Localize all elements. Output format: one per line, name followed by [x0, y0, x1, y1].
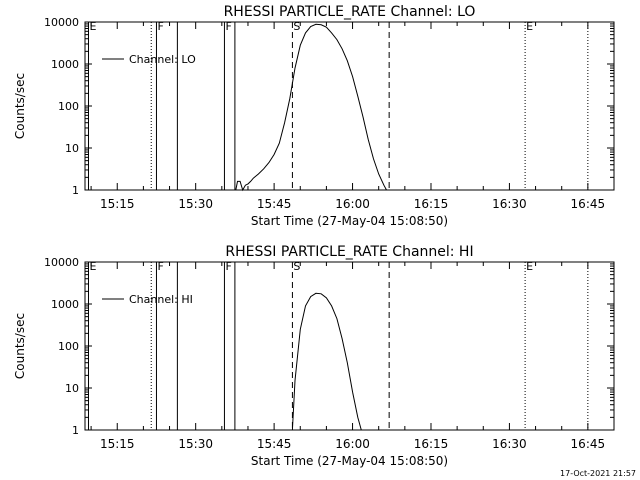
plot2-flag-label: S: [293, 260, 300, 273]
plot1-flag-label: E: [526, 20, 533, 33]
plot2-xtick-label: 15:45: [257, 437, 292, 451]
plot1-xtick-label: 15:30: [178, 197, 213, 211]
plot1-ytick-label: 10000: [44, 16, 79, 29]
plot2-flag-label: F: [157, 260, 163, 273]
plot2-legend-label: Channel: HI: [129, 293, 193, 306]
plot1-series-line: [235, 23, 387, 192]
plot1-flag-label: E: [89, 20, 96, 33]
plot1-ytick-label: 1000: [51, 58, 79, 71]
plot1-title: RHESSI PARTICLE_RATE Channel: LO: [224, 4, 476, 20]
plot1-ytick-label: 1: [72, 184, 79, 197]
plot1-xtick-label: 15:15: [100, 197, 135, 211]
plot2-x-axis-label: Start Time (27-May-04 15:08:50): [251, 454, 448, 468]
plot2-ytick-label: 10000: [44, 256, 79, 269]
plot1-ytick-label: 10: [65, 142, 79, 155]
plot2-ytick-label: 10: [65, 382, 79, 395]
plot1-frame: [84, 21, 615, 191]
plot2-xtick-label: 15:30: [178, 437, 213, 451]
plot1-xtick-label: 16:45: [571, 197, 606, 211]
plot1-legend-label: Channel: LO: [129, 53, 196, 66]
plot2-y-axis-label: Counts/sec: [13, 313, 27, 379]
plot1-flag-label: S: [293, 20, 300, 33]
plot2-frame: [84, 261, 615, 431]
plot2-xtick-label: 15:15: [100, 437, 135, 451]
plot2-flag-label: F: [225, 260, 231, 273]
footer-timestamp: 17-Oct-2021 21:57: [560, 469, 636, 478]
plot2-ytick-label: 100: [58, 340, 79, 353]
plot2-title: RHESSI PARTICLE_RATE Channel: HI: [225, 244, 473, 260]
plot2-xtick-label: 16:45: [571, 437, 606, 451]
plot1-ytick-label: 100: [58, 100, 79, 113]
plot1-xtick-label: 16:30: [492, 197, 527, 211]
plot1-xtick-label: 16:00: [335, 197, 370, 211]
plot2-xtick-label: 16:30: [492, 437, 527, 451]
plot2-xtick-label: 16:15: [414, 437, 449, 451]
plot2-flag-label: E: [89, 260, 96, 273]
plot1-xtick-label: 15:45: [257, 197, 292, 211]
plot2-flag-label: E: [526, 260, 533, 273]
plot1-flag-label: F: [225, 20, 231, 33]
plot2-ytick-label: 1: [72, 424, 79, 437]
plot2-series-line: [291, 292, 362, 431]
plot1-y-axis-label: Counts/sec: [13, 73, 27, 139]
plot2-ytick-label: 1000: [51, 298, 79, 311]
plot2-xtick-label: 16:00: [335, 437, 370, 451]
plot1-xtick-label: 16:15: [414, 197, 449, 211]
plot1-flag-label: F: [157, 20, 163, 33]
plot1-x-axis-label: Start Time (27-May-04 15:08:50): [251, 214, 448, 228]
